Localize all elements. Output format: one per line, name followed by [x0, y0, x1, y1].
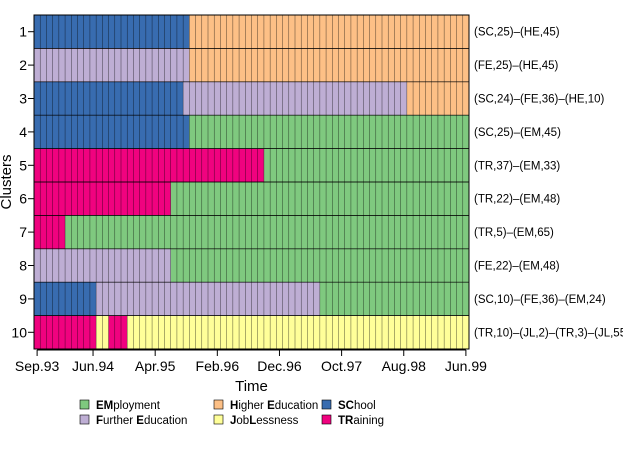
segment-7-tr-0 — [34, 215, 66, 249]
segment-2-he-1 — [189, 48, 469, 82]
x-tick-label: Dec.96 — [257, 358, 302, 374]
cluster-pattern-labels: (SC,25)–(HE,45) (FE,25)–(HE,45) (SC,24)–(F… — [474, 27, 623, 340]
legend-label-sc: SChool — [338, 400, 376, 412]
segment-5-em-1 — [263, 148, 469, 182]
x-axis-title: Time — [235, 378, 268, 395]
segment-1-sc-0 — [34, 15, 190, 49]
y-tick-label-7: 7 — [19, 224, 27, 240]
legend-label-jl: JobLessness — [230, 415, 299, 427]
segment-2-fe-0 — [34, 48, 190, 82]
legend-item-he: Higher Education — [213, 399, 318, 412]
y-tick-label-4: 4 — [19, 124, 27, 140]
legend-item-sc: SChool — [321, 399, 376, 412]
cluster-label-8: (FE,22)–(EM,48) — [474, 261, 560, 273]
cluster-label-2: (FE,25)–(HE,45) — [474, 60, 559, 72]
legend-swatch-tr — [321, 414, 332, 425]
cluster-label-1: (SC,25)–(HE,45) — [474, 27, 560, 39]
legend-label-fe: Further Education — [96, 415, 187, 427]
y-tick-label-1: 1 — [19, 24, 27, 40]
legend-label-em: EMployment — [96, 400, 161, 412]
legend-label-he: Higher Education — [230, 400, 318, 412]
x-tick-label: Aug.98 — [382, 358, 427, 374]
legend-swatch-jl — [213, 414, 224, 425]
y-tick-label-3: 3 — [19, 91, 27, 107]
legend-swatch-em — [79, 399, 90, 410]
legend-item-jl: JobLessness — [213, 414, 299, 427]
cluster-label-6: (TR,22)–(EM,48) — [474, 194, 560, 206]
cluster-label-10: (TR,10)–(JL,2)–(TR,3)–(JL,55) — [474, 327, 623, 339]
cluster-label-9: (SC,10)–(FE,36)–(EM,24) — [474, 294, 606, 306]
y-tick-label-6: 6 — [19, 191, 27, 207]
cell-grid — [33, 14, 470, 350]
y-tick-label-10: 10 — [11, 324, 27, 340]
legend-label-tr: TRaining — [338, 415, 384, 427]
cluster-label-5: (TR,37)–(EM,33) — [474, 160, 560, 172]
segment-4-em-1 — [189, 115, 469, 149]
y-tick-label-9: 9 — [19, 291, 27, 307]
x-tick-label: Jun.99 — [445, 358, 487, 374]
segment-10-tr-2 — [108, 315, 128, 349]
segment-4-sc-0 — [34, 115, 190, 149]
y-axis-title: Clusters — [0, 154, 15, 209]
x-tick-label: Apr.95 — [135, 358, 176, 374]
x-tick-label: Feb.96 — [196, 358, 240, 374]
legend-swatch-sc — [321, 399, 332, 410]
cluster-label-3: (SC,24)–(FE,36)–(HE,10) — [474, 94, 605, 106]
x-tick-label: Sep.93 — [15, 358, 60, 374]
segment-5-tr-0 — [34, 148, 264, 182]
segment-10-jl-3 — [127, 315, 469, 349]
x-axis: Sep.93 Jun.94 Apr.95 Feb.96 Dec.96 Oct.97 Aug.… — [15, 349, 487, 374]
y-axis: 1 2 3 4 5 6 7 8 9 10 — [11, 24, 35, 340]
legend-item-em: EMployment — [79, 399, 161, 412]
x-tick-label: Oct.97 — [321, 358, 362, 374]
legend-item-fe: Further Education — [79, 414, 187, 427]
legend-swatch-he — [213, 399, 224, 410]
y-tick-label-8: 8 — [19, 258, 27, 274]
legend-item-tr: TRaining — [321, 414, 384, 427]
cluster-label-7: (TR,5)–(EM,65) — [474, 227, 554, 239]
legend: EMployment Further Education Higher Educat… — [79, 399, 384, 427]
cluster-label-4: (SC,25)–(EM,45) — [474, 127, 561, 139]
y-tick-label-2: 2 — [19, 57, 27, 73]
legend-swatch-fe — [79, 414, 90, 425]
segment-7-em-1 — [65, 215, 470, 249]
x-tick-label: Jun.94 — [72, 358, 114, 374]
y-tick-label-5: 5 — [19, 157, 27, 173]
segment-1-he-1 — [189, 15, 469, 49]
